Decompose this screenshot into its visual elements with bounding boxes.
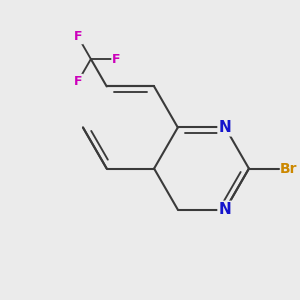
- Text: N: N: [219, 120, 232, 135]
- Text: F: F: [112, 52, 121, 66]
- Text: N: N: [219, 202, 232, 217]
- Text: F: F: [74, 30, 82, 43]
- Text: Br: Br: [280, 162, 297, 176]
- Text: F: F: [74, 75, 82, 88]
